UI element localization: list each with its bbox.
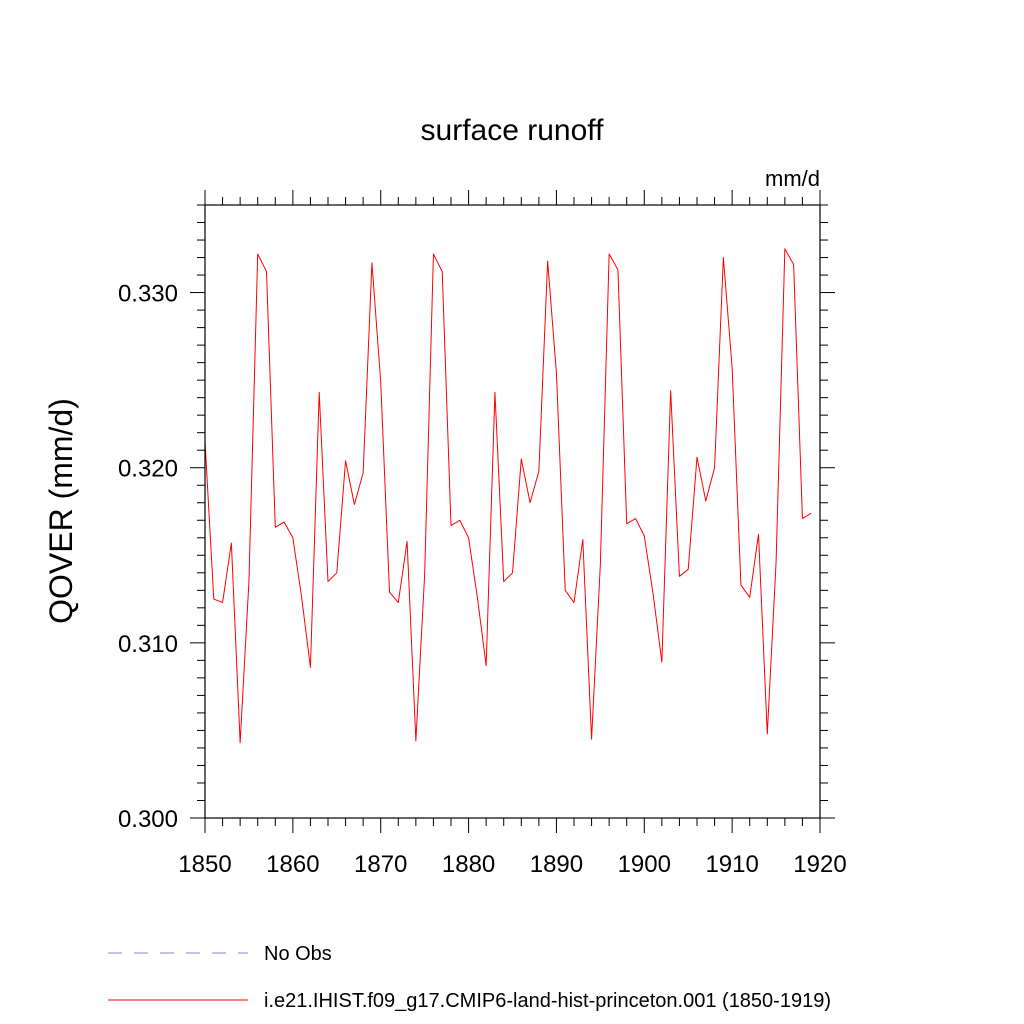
x-tick-label: 1870 — [354, 851, 407, 878]
x-tick-label: 1860 — [266, 851, 319, 878]
legend: No Obs i.e21.IHIST.f09_g17.CMIP6-land-his… — [108, 943, 831, 1012]
x-tick-label: 1880 — [442, 851, 495, 878]
y-tick-label: 0.300 — [118, 806, 178, 833]
axes: 1850 1860 1870 1880 1890 1900 1910 1920 0.300 0.3… — [118, 190, 847, 878]
chart-title: surface runoff — [421, 114, 605, 147]
plot-frame — [204, 204, 821, 819]
y-axis-label: QOVER (mm/d) — [43, 398, 79, 624]
y-tick-label: 0.330 — [118, 281, 178, 308]
x-tick-label: 1920 — [793, 851, 846, 878]
legend-label-1: i.e21.IHIST.f09_g17.CMIP6-land-hist-prin… — [264, 990, 831, 1012]
x-tick-label: 1910 — [705, 851, 758, 878]
y-tick-label: 0.310 — [118, 631, 178, 658]
plot-area — [204, 248, 812, 744]
x-tick-label: 1890 — [530, 851, 583, 878]
legend-label-0: No Obs — [264, 943, 332, 965]
y-tick-label: 0.320 — [118, 456, 178, 483]
x-tick-label: 1900 — [618, 851, 671, 878]
series-line-1 — [204, 248, 812, 744]
x-tick-label: 1850 — [178, 851, 231, 878]
units-label: mm/d — [765, 166, 820, 191]
